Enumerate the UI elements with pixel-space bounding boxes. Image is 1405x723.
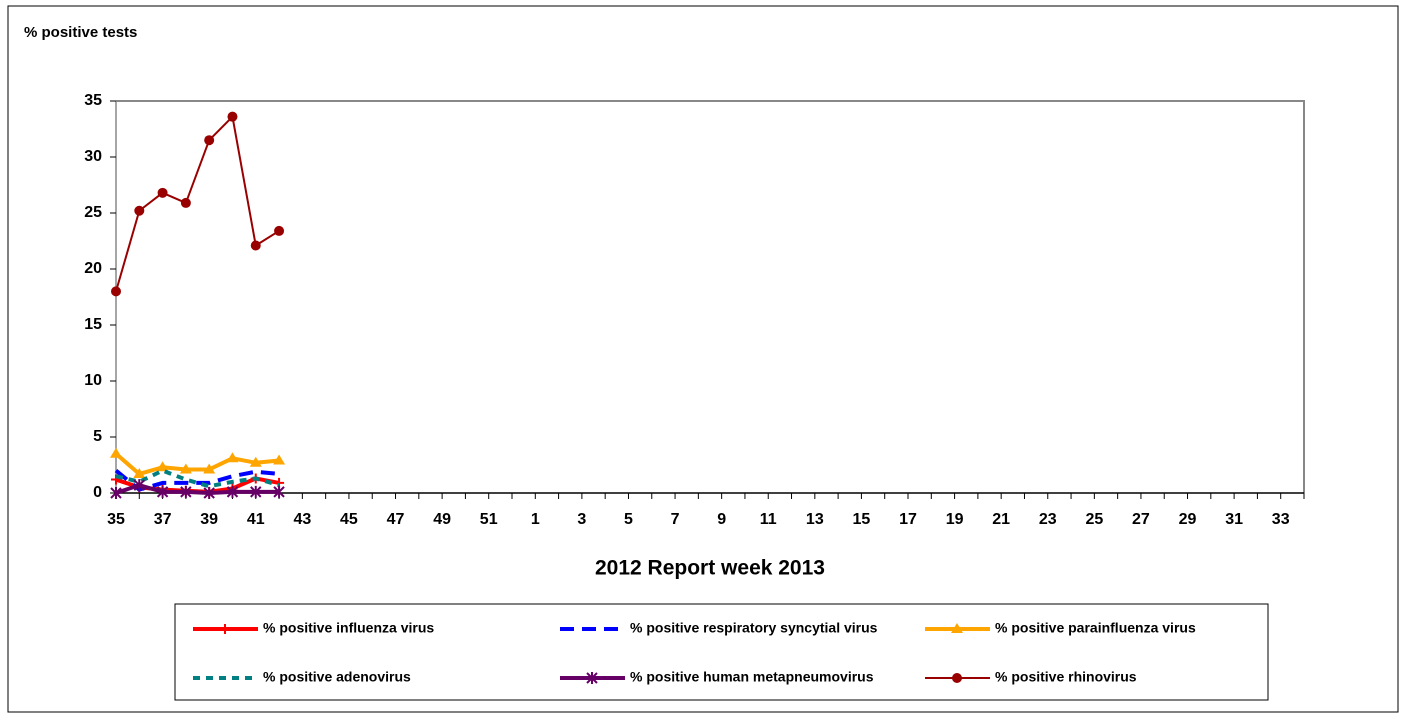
marker <box>133 467 146 478</box>
legend-box <box>174 603 1269 701</box>
chart-frame <box>7 5 1399 713</box>
x-tick-label: 15 <box>853 511 871 528</box>
x-tick-label: 7 <box>671 511 680 528</box>
x-tick-label: 23 <box>1039 511 1057 528</box>
x-tick-label: 47 <box>387 511 405 528</box>
marker <box>179 463 192 474</box>
x-tick-label: 45 <box>340 511 358 528</box>
marker <box>226 452 239 463</box>
plot-border <box>116 100 1305 493</box>
marker <box>273 454 286 465</box>
x-tick-label: 49 <box>433 511 451 528</box>
y-tick-label: 35 <box>84 92 102 109</box>
series-line <box>114 452 280 476</box>
marker <box>227 111 238 122</box>
marker <box>204 135 215 146</box>
x-tick-label: 17 <box>899 511 917 528</box>
legend-label: % positive adenovirus <box>263 669 411 685</box>
marker <box>180 485 192 498</box>
x-tick-label: 51 <box>480 511 498 528</box>
x-tick-label: 35 <box>107 511 125 528</box>
marker <box>203 487 215 499</box>
legend-label: % positive parainfluenza virus <box>995 620 1196 636</box>
x-tick-label: 31 <box>1225 511 1243 528</box>
marker <box>133 479 146 492</box>
marker <box>249 456 262 467</box>
marker <box>220 624 230 634</box>
legend-label: % positive rhinovirus <box>995 669 1137 685</box>
marker <box>250 240 261 251</box>
legend-label: % positive influenza virus <box>263 620 434 636</box>
y-tick-label: 20 <box>84 260 102 277</box>
marker <box>111 286 121 297</box>
series-line <box>115 483 280 495</box>
marker <box>274 225 285 236</box>
x-tick-label: 43 <box>293 511 311 528</box>
x-tick-label: 27 <box>1132 511 1150 528</box>
y-tick-label: 25 <box>84 204 102 221</box>
marker <box>180 197 191 208</box>
x-tick-label: 11 <box>760 511 777 528</box>
x-tick-label: 21 <box>992 511 1010 528</box>
x-tick-label: 25 <box>1085 511 1103 528</box>
x-tick-label: 37 <box>154 511 172 528</box>
marker <box>226 485 239 498</box>
x-tick-label: 19 <box>946 511 964 528</box>
legend-label: % positive respiratory syncytial virus <box>630 620 878 636</box>
marker <box>110 487 122 499</box>
legend-label: % positive human metapneumovirus <box>630 669 874 685</box>
x-axis-title: 2012 Report week 2013 <box>595 557 825 580</box>
y-tick-label: 10 <box>84 372 102 389</box>
marker <box>273 485 285 498</box>
marker <box>586 672 598 684</box>
x-tick-label: 29 <box>1179 511 1197 528</box>
x-tick-label: 5 <box>624 511 633 528</box>
x-tick-label: 1 <box>531 511 540 528</box>
x-tick-label: 41 <box>247 511 265 528</box>
marker <box>250 485 262 498</box>
y-tick-label: 0 <box>93 484 102 501</box>
marker <box>156 485 169 498</box>
x-tick-label: 39 <box>200 511 218 528</box>
marker <box>110 447 122 458</box>
marker <box>203 463 216 474</box>
y-tick-label: 5 <box>93 428 102 445</box>
y-tick-label: 30 <box>84 148 102 165</box>
x-tick-label: 3 <box>577 511 586 528</box>
marker <box>952 673 962 683</box>
x-tick-label: 33 <box>1272 511 1290 528</box>
y-axis-title: % positive tests <box>24 24 137 41</box>
marker <box>951 623 963 633</box>
x-tick-label: 13 <box>806 511 824 528</box>
marker <box>156 461 169 472</box>
y-tick-label: 15 <box>84 316 102 333</box>
marker <box>157 187 168 198</box>
marker <box>134 205 145 216</box>
x-tick-label: 9 <box>717 511 726 528</box>
